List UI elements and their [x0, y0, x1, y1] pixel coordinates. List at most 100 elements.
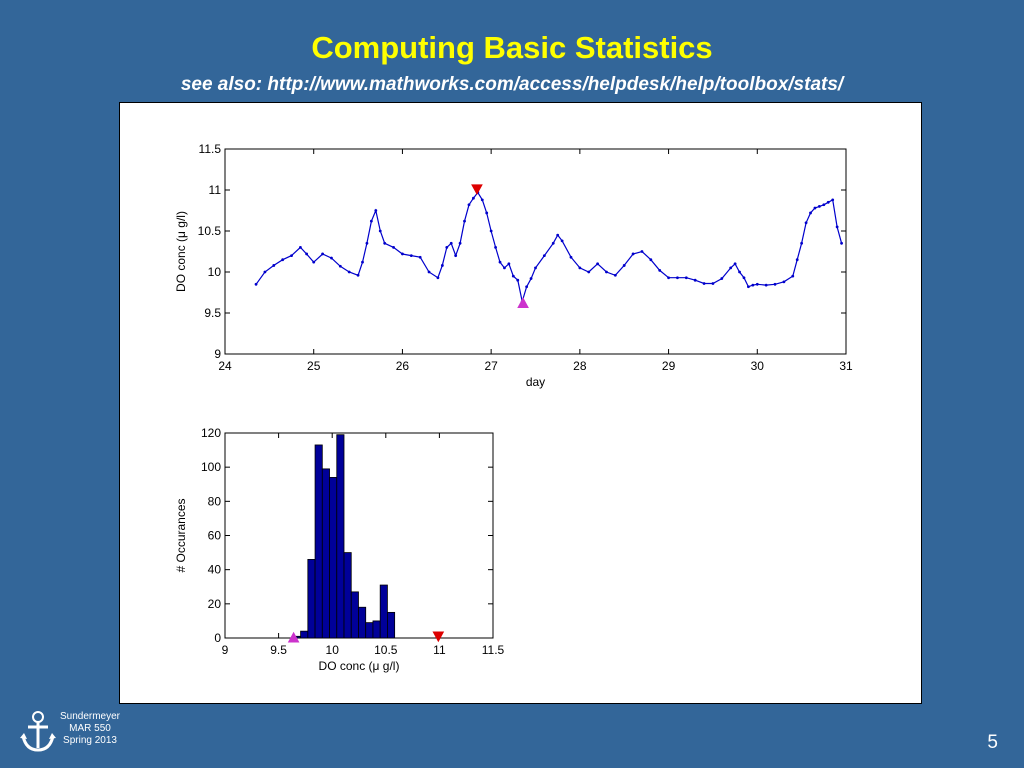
timeseries-point: [383, 241, 387, 245]
timeseries-y-tick-label: 10.5: [198, 224, 222, 238]
timeseries-point: [658, 268, 662, 272]
timeseries-x-tick-label: 30: [751, 359, 765, 373]
timeseries-point: [711, 282, 715, 285]
timeseries-point: [463, 219, 466, 223]
histogram-bar: [300, 630, 309, 639]
timeseries-point: [649, 258, 653, 262]
timeseries-point: [738, 270, 741, 274]
timeseries-point: [525, 285, 529, 289]
timeseries-point: [640, 250, 644, 253]
histogram-min-marker: [287, 631, 300, 643]
timeseries-max-marker: [471, 184, 483, 196]
timeseries-point: [321, 252, 324, 256]
timeseries-y-tick-label: 10: [208, 265, 222, 279]
timeseries-point: [489, 229, 493, 233]
timeseries-point: [791, 274, 795, 278]
histogram-y-tick-label: 80: [208, 494, 222, 508]
timeseries-point: [631, 252, 635, 256]
figure-svg: 24 25 26 27 28 29 30 31 9 9.5 10 10.5 11 11.5 day DO co…: [174, 142, 853, 673]
timeseries-point: [281, 258, 285, 262]
timeseries-y-axis-label: DO conc (μ g/l): [174, 211, 188, 292]
timeseries-x-axis-label: day: [526, 375, 545, 389]
timeseries-axes-box: [224, 148, 847, 355]
histogram-bar: [358, 606, 367, 639]
timeseries-point: [622, 264, 626, 267]
timeseries-point: [503, 266, 506, 270]
timeseries-point: [511, 274, 515, 278]
timeseries-point: [392, 246, 395, 249]
timeseries-point: [305, 252, 309, 256]
histogram-x-tick-label: 10.5: [374, 643, 398, 657]
timeseries-point: [667, 276, 670, 280]
anchor-logo-icon: [18, 708, 58, 754]
timeseries-point: [835, 225, 839, 229]
timeseries-point: [263, 270, 267, 274]
timeseries-x-tick-label: 25: [307, 359, 321, 373]
timeseries-point: [551, 241, 555, 245]
timeseries-point: [480, 198, 484, 202]
timeseries-point: [347, 270, 351, 274]
timeseries-point: [742, 276, 746, 280]
histogram-x-tick-label: 11: [433, 643, 446, 657]
timeseries-point: [299, 246, 302, 249]
timeseries-point: [458, 241, 462, 245]
histogram-bar: [365, 622, 374, 639]
timeseries-point: [747, 285, 750, 289]
timeseries-point: [409, 254, 413, 257]
timeseries-point: [378, 229, 382, 233]
histogram-y-axis-label: # Occurances: [174, 498, 188, 572]
histogram-bar: [343, 552, 352, 639]
histogram-y-tick-label: 20: [208, 597, 222, 611]
timeseries-point: [813, 206, 817, 210]
timeseries-point: [720, 277, 724, 280]
histogram-y-tick-label: 40: [208, 563, 222, 577]
timeseries-point: [693, 278, 697, 282]
histogram-bar: [307, 559, 316, 639]
figure-panel: 24 25 26 27 28 29 30 31 9 9.5 10 10.5 11 11.5 day DO co…: [119, 102, 922, 704]
slide-title: Computing Basic Statistics: [311, 30, 713, 65]
timeseries-point: [684, 276, 688, 280]
histogram-bar: [336, 434, 345, 639]
timeseries-point: [613, 273, 617, 277]
timeseries-point: [467, 203, 471, 207]
timeseries-point: [773, 282, 777, 286]
timeseries-point: [254, 282, 258, 286]
timeseries-point: [498, 260, 502, 264]
timeseries-point: [440, 264, 444, 267]
timeseries-point: [569, 255, 573, 259]
timeseries-point: [330, 256, 333, 260]
timeseries-point: [507, 262, 511, 266]
histogram-max-marker: [432, 631, 445, 643]
histogram-bar: [314, 444, 323, 639]
timeseries-point: [272, 264, 276, 267]
histogram-x-axis-label: DO conc (μ g/l): [319, 659, 400, 673]
timeseries-point: [418, 255, 422, 259]
timeseries-y-tick-label: 11.5: [199, 142, 222, 156]
timeseries-point: [751, 283, 755, 287]
timeseries-point: [782, 280, 786, 284]
timeseries-point: [449, 241, 453, 245]
timeseries-point: [764, 283, 768, 287]
timeseries-x-tick-label: 29: [662, 359, 676, 373]
timeseries-point: [560, 239, 564, 243]
timeseries-x-tick-label: 27: [484, 359, 498, 373]
timeseries-point: [587, 270, 591, 274]
histogram-x-tick-label: 9: [222, 643, 229, 657]
timeseries-point: [826, 200, 830, 204]
timeseries-point: [365, 241, 369, 245]
footer-term: Spring 2013: [63, 735, 117, 746]
timeseries-point: [516, 278, 520, 282]
histogram-y-tick-label: 100: [201, 460, 221, 474]
histogram-bar: [379, 584, 388, 639]
timeseries-min-marker: [517, 297, 529, 309]
timeseries-point: [427, 270, 431, 274]
timeseries-point: [374, 209, 378, 212]
timeseries-point: [401, 252, 404, 256]
timeseries-point: [436, 276, 440, 280]
timeseries-point: [542, 254, 546, 257]
timeseries-point: [454, 254, 458, 257]
timeseries-point: [804, 221, 808, 225]
timeseries-point: [809, 211, 812, 215]
timeseries-point: [494, 246, 497, 249]
timeseries-x-tick-label: 24: [218, 359, 232, 373]
